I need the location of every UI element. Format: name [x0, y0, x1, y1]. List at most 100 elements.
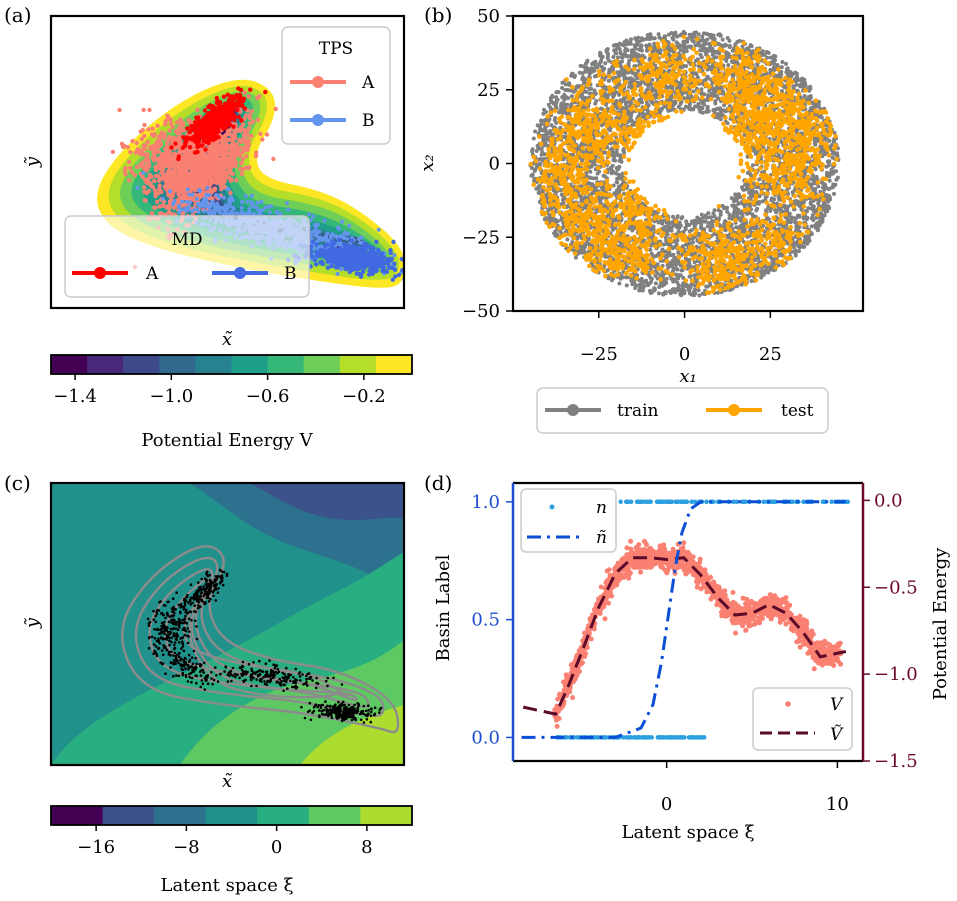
c-colorbar-swatch-6 [360, 806, 413, 825]
b-test-points [528, 34, 840, 295]
panel-c: (c) x̃ ỹ −16 −8 0 8 Latent space ξ [4, 471, 413, 896]
a-legend-tps-a-label: A [361, 73, 375, 93]
a-tps-a-cloud-2-marks [110, 107, 239, 213]
d-xlabel: Latent space ξ [622, 822, 755, 843]
a-tps-a-cloud-2 [110, 107, 239, 213]
c-colorbar-swatch-3 [205, 806, 258, 825]
a-colorbar-swatch-9 [375, 355, 413, 374]
d-left-tick-label-2: 1.0 [471, 492, 500, 513]
c-colorbar-swatch-5 [308, 806, 361, 825]
c-field-band-2 [250, 483, 404, 520]
a-colorbar [50, 354, 413, 375]
a-colorbar-swatch-6 [267, 355, 305, 374]
c-colorbar-tick-label-1: −8 [173, 837, 200, 858]
b-xtick-label-1: 0 [679, 344, 690, 365]
a-colorbar-swatch-4 [195, 355, 232, 374]
c-colorbar-ticks: −16 −8 0 8 [77, 825, 373, 858]
d-legend-n-label: n [596, 498, 607, 518]
a-colorbar-swatch-1 [87, 355, 124, 374]
a-legend-md-a-label: A [145, 264, 159, 284]
a-sample-points [110, 86, 404, 282]
c-colorbar-tick-label-0: −16 [77, 837, 115, 858]
d-xtick-label-0: 0 [661, 794, 672, 815]
d-xtick-label-1: 10 [826, 794, 849, 815]
d-legend-right: V Ṽ [752, 687, 853, 751]
panel-b: −25 0 25 50 25 0 −25 −50 (b) x₁ x₂ train test [417, 3, 865, 434]
c-colorbar-swatch-4 [257, 806, 310, 825]
a-legend-md-b-label: B [284, 264, 297, 284]
d-legend-v-label: V [830, 695, 844, 715]
a-colorbar-swatch-2 [123, 355, 160, 374]
b-test-marks [528, 34, 840, 295]
a-colorbar-tick-label-2: −0.6 [246, 386, 290, 407]
a-legend-md-title: MD [171, 230, 202, 250]
a-legend-md-a-marker [94, 267, 106, 279]
b-ylabel: x₂ [417, 154, 438, 171]
d-legend-v-marker [785, 701, 791, 707]
d-ylabel-left: Basin Label [433, 554, 454, 661]
a-ylabel: ỹ [22, 156, 43, 168]
b-ytick-label-1: 25 [477, 80, 500, 101]
d-right-tick-label-3: −1.5 [874, 751, 918, 772]
a-colorbar-swatch-5 [231, 355, 269, 374]
c-field-band-5 [300, 705, 404, 765]
c-colorbar-tick-label-2: 0 [271, 837, 282, 858]
a-legend-tps-b-marker [312, 114, 324, 126]
b-legend-test-label: test [781, 401, 814, 421]
b-xlabel: x₁ [679, 366, 696, 387]
a-legend-md: MD A B [64, 215, 310, 298]
d-panel-label: (d) [424, 471, 452, 495]
b-xtick-label-0: −25 [580, 344, 618, 365]
c-contour-1 [134, 556, 385, 717]
b-legend: train test [536, 387, 829, 434]
c-axes-frame [49, 481, 406, 767]
c-latent-point-marks [146, 568, 383, 724]
c-latent-points [146, 568, 383, 724]
a-md-a-cloud [169, 86, 268, 162]
d-axis-ticks: 0 10 0.0 0.5 1.0 0.0 −0.5 −1.0 −1.5 [471, 490, 917, 815]
c-contour-4 [183, 585, 350, 699]
b-xtick-label-2: 25 [759, 344, 782, 365]
panel-a: (a) x̃ ỹ TPS A B MD A B −1.4 −1.0 −0.6 −0.2 [4, 3, 413, 451]
c-colorbar-frame [50, 805, 413, 826]
d-n-tilde-line [521, 500, 846, 739]
a-colorbar-tick-label-3: −0.2 [342, 386, 386, 407]
d-v-tilde-line [522, 556, 847, 716]
c-colorbar [50, 805, 413, 826]
d-left-tick-label-0: 0.0 [471, 727, 500, 748]
a-colorbar-frame [50, 354, 413, 375]
b-panel-label: (b) [424, 3, 452, 27]
b-legend-train-label: train [617, 401, 659, 421]
d-ylabel-right: Potential Energy [930, 547, 951, 700]
d-left-tick-label-1: 0.5 [471, 610, 500, 631]
a-legend-md-b-marker [234, 267, 246, 279]
a-md-a-cloud-marks [169, 86, 268, 162]
b-legend-test-marker [728, 404, 740, 416]
a-colorbar-swatch-8 [339, 355, 377, 374]
panel-d: 0 10 0.0 0.5 1.0 0.0 −0.5 −1.0 −1.5 (d) Latent s… [424, 471, 951, 843]
a-axes-frame [49, 14, 406, 310]
b-ytick-label-2: 0 [489, 154, 500, 175]
a-colorbar-swatch-0 [51, 355, 88, 374]
d-right-tick-label-2: −1.0 [874, 664, 918, 685]
a-legend-tps-title: TPS [319, 39, 353, 59]
a-colorbar-tick-label-1: −1.0 [149, 386, 193, 407]
b-legend-train-marker [567, 404, 579, 416]
d-legend-ntilde-label: ñ [596, 528, 607, 548]
a-colorbar-swatch-3 [159, 355, 196, 374]
c-xlabel: x̃ [222, 771, 233, 792]
c-contour-0 [121, 545, 400, 734]
d-legend-left: n ñ [520, 488, 617, 553]
a-legend-tps-a-marker [312, 76, 324, 88]
a-legend-tps: TPS A B [281, 26, 391, 145]
c-colorbar-label: Latent space ξ [161, 875, 294, 896]
a-xlabel: x̃ [222, 329, 233, 350]
a-panel-label: (a) [4, 3, 32, 27]
a-legend-tps-b-label: B [362, 111, 375, 131]
a-colorbar-tick-label-0: −1.4 [53, 386, 97, 407]
d-right-tick-label-0: 0.0 [874, 490, 903, 511]
c-ylabel: ỹ [22, 617, 43, 629]
c-colorbar-swatch-0 [51, 806, 104, 825]
b-ytick-label-4: −50 [462, 301, 500, 322]
